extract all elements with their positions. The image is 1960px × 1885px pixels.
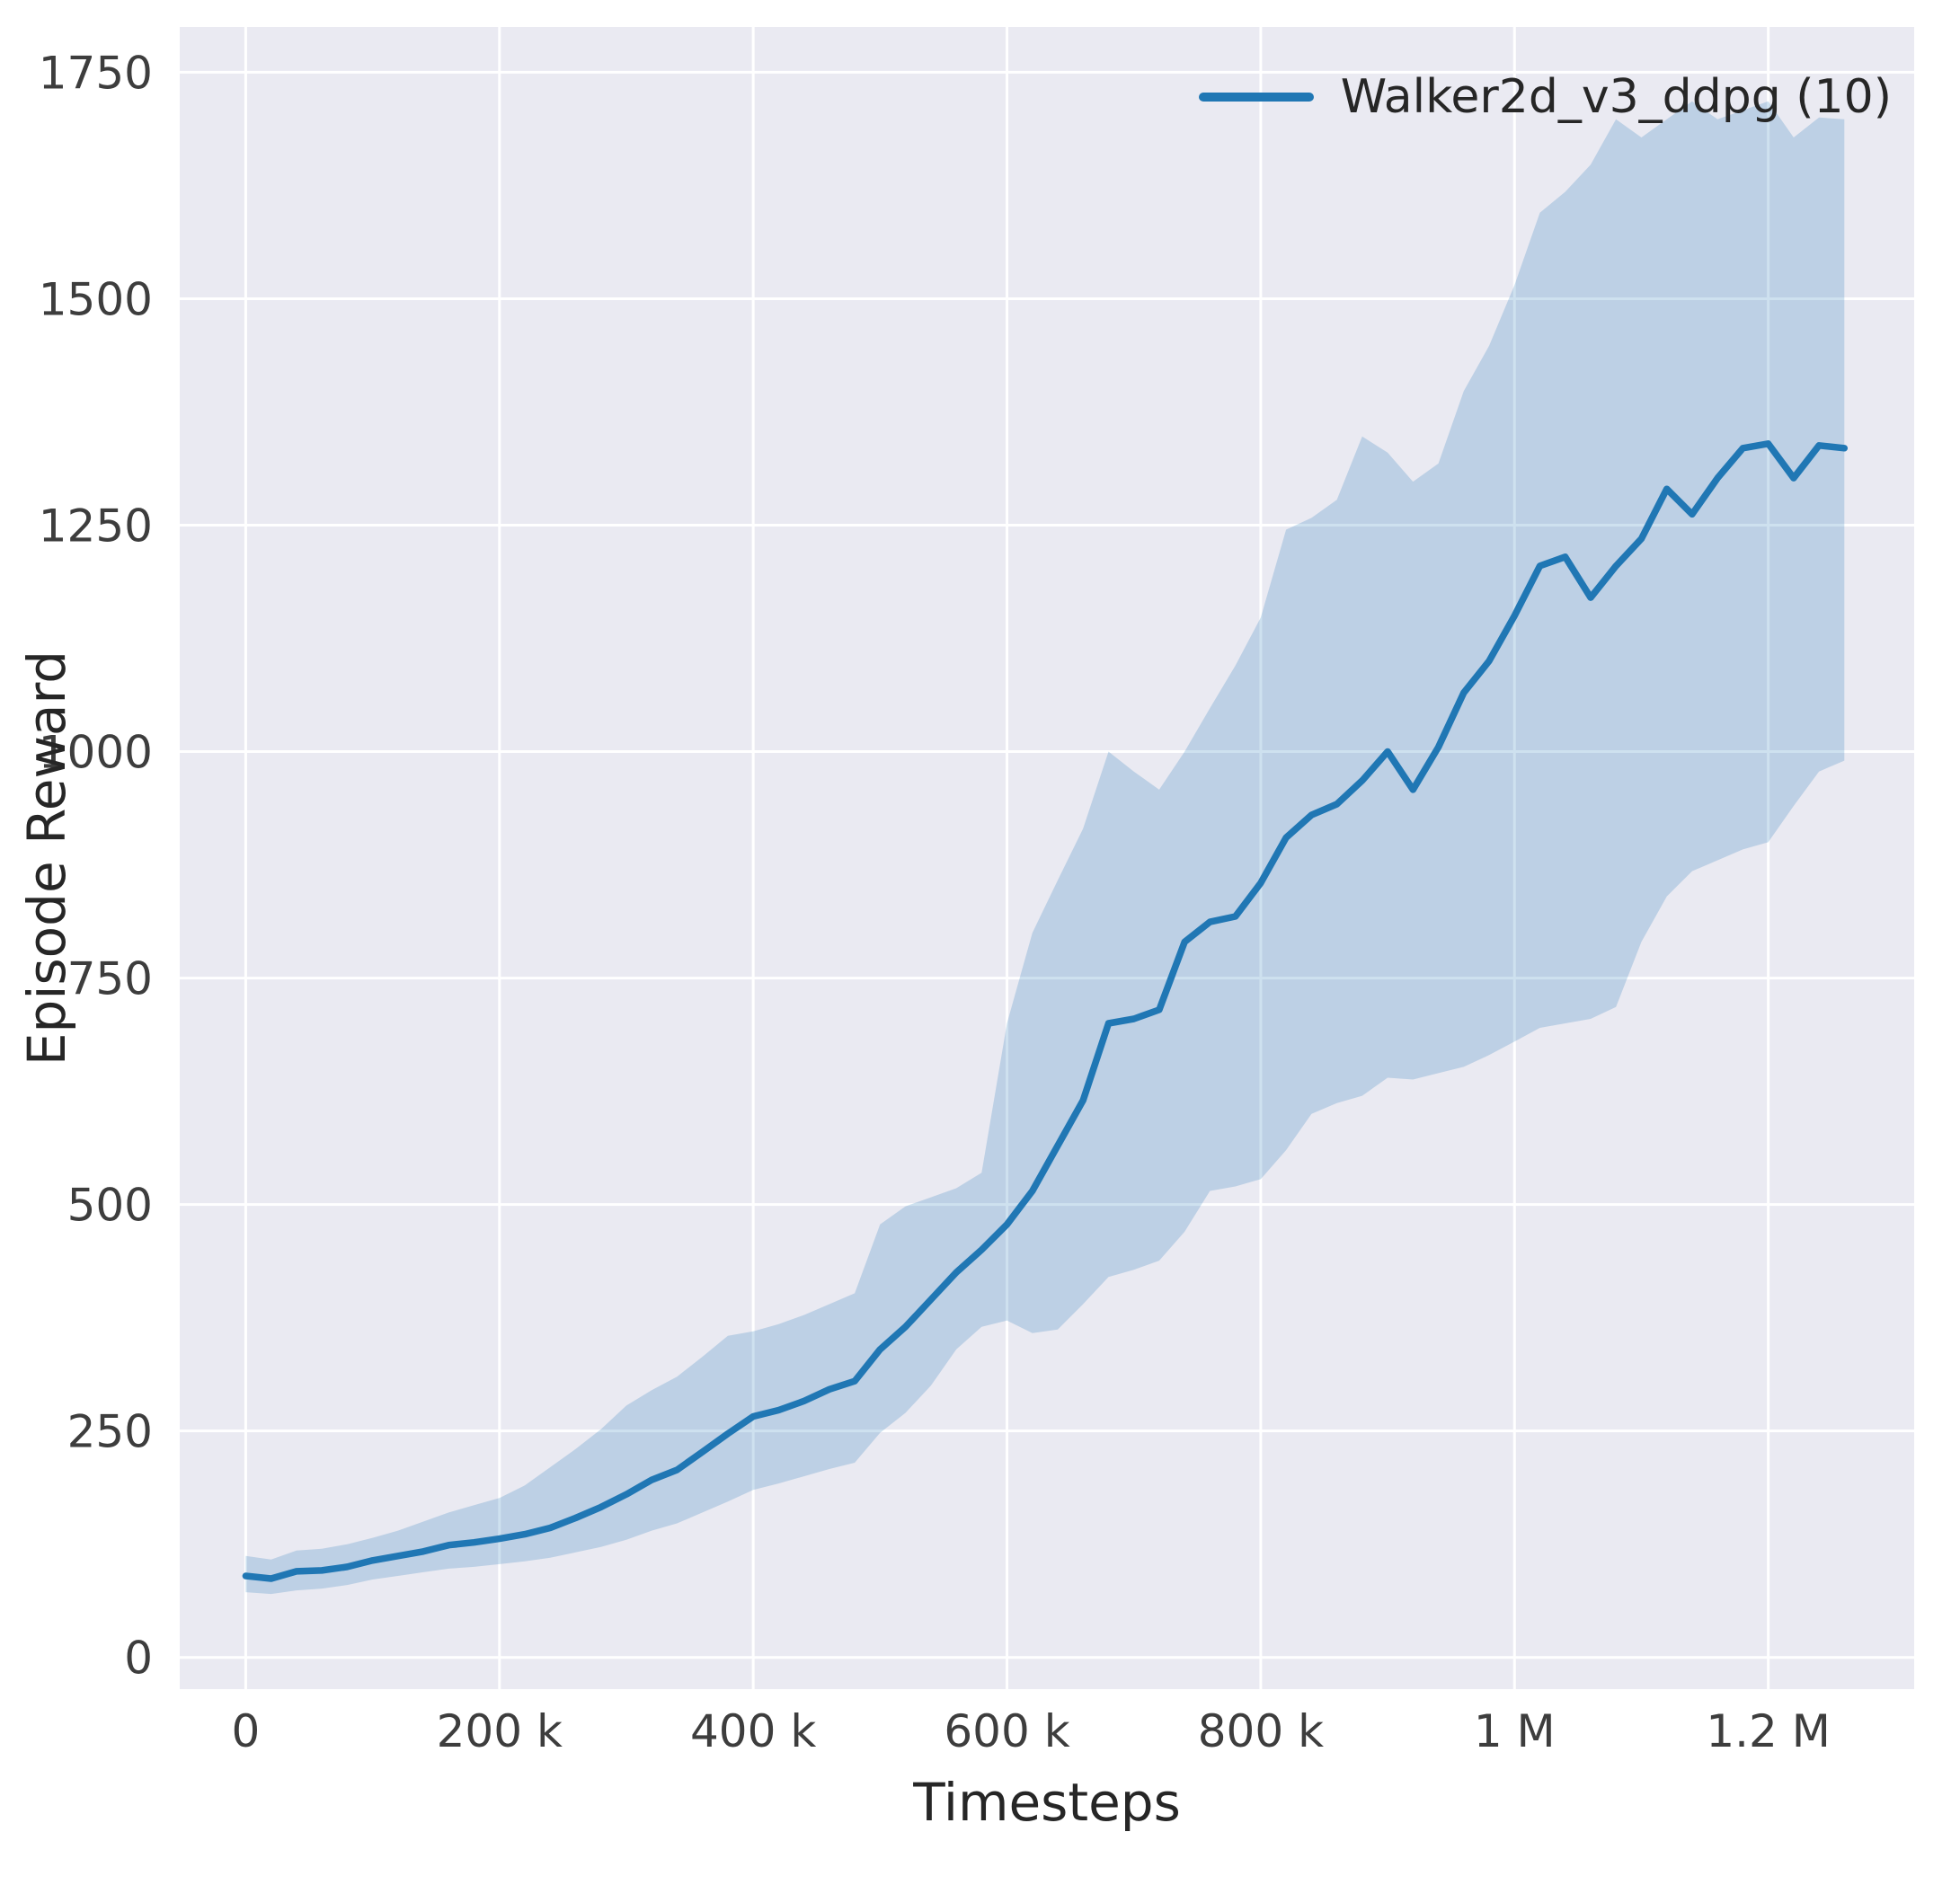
x-tick-label: 800 k bbox=[1198, 1705, 1324, 1757]
legend: Walker2d_v3_ddpg (10) bbox=[1198, 70, 1892, 124]
x-axis-title: Timesteps bbox=[913, 1772, 1181, 1833]
y-tick-label: 1500 bbox=[39, 273, 153, 325]
x-tick-label: 0 bbox=[232, 1705, 261, 1757]
x-tick-label: 600 k bbox=[944, 1705, 1069, 1757]
y-tick-label: 500 bbox=[67, 1180, 153, 1232]
x-tick-label: 1 M bbox=[1474, 1705, 1556, 1757]
y-tick-label: 1000 bbox=[39, 727, 153, 779]
legend-line-swatch bbox=[1198, 93, 1314, 102]
x-tick-label: 1.2 M bbox=[1706, 1705, 1831, 1757]
y-axis-title: Episode Reward bbox=[16, 650, 77, 1066]
y-tick-label: 1750 bbox=[39, 47, 153, 99]
x-tick-label: 400 k bbox=[690, 1705, 816, 1757]
y-tick-label: 1250 bbox=[39, 500, 153, 552]
y-tick-label: 0 bbox=[124, 1633, 153, 1685]
x-tick-label: 200 k bbox=[437, 1705, 563, 1757]
y-tick-label: 750 bbox=[67, 953, 153, 1005]
legend-label: Walker2d_v3_ddpg (10) bbox=[1340, 70, 1892, 124]
y-tick-label: 250 bbox=[67, 1406, 153, 1458]
